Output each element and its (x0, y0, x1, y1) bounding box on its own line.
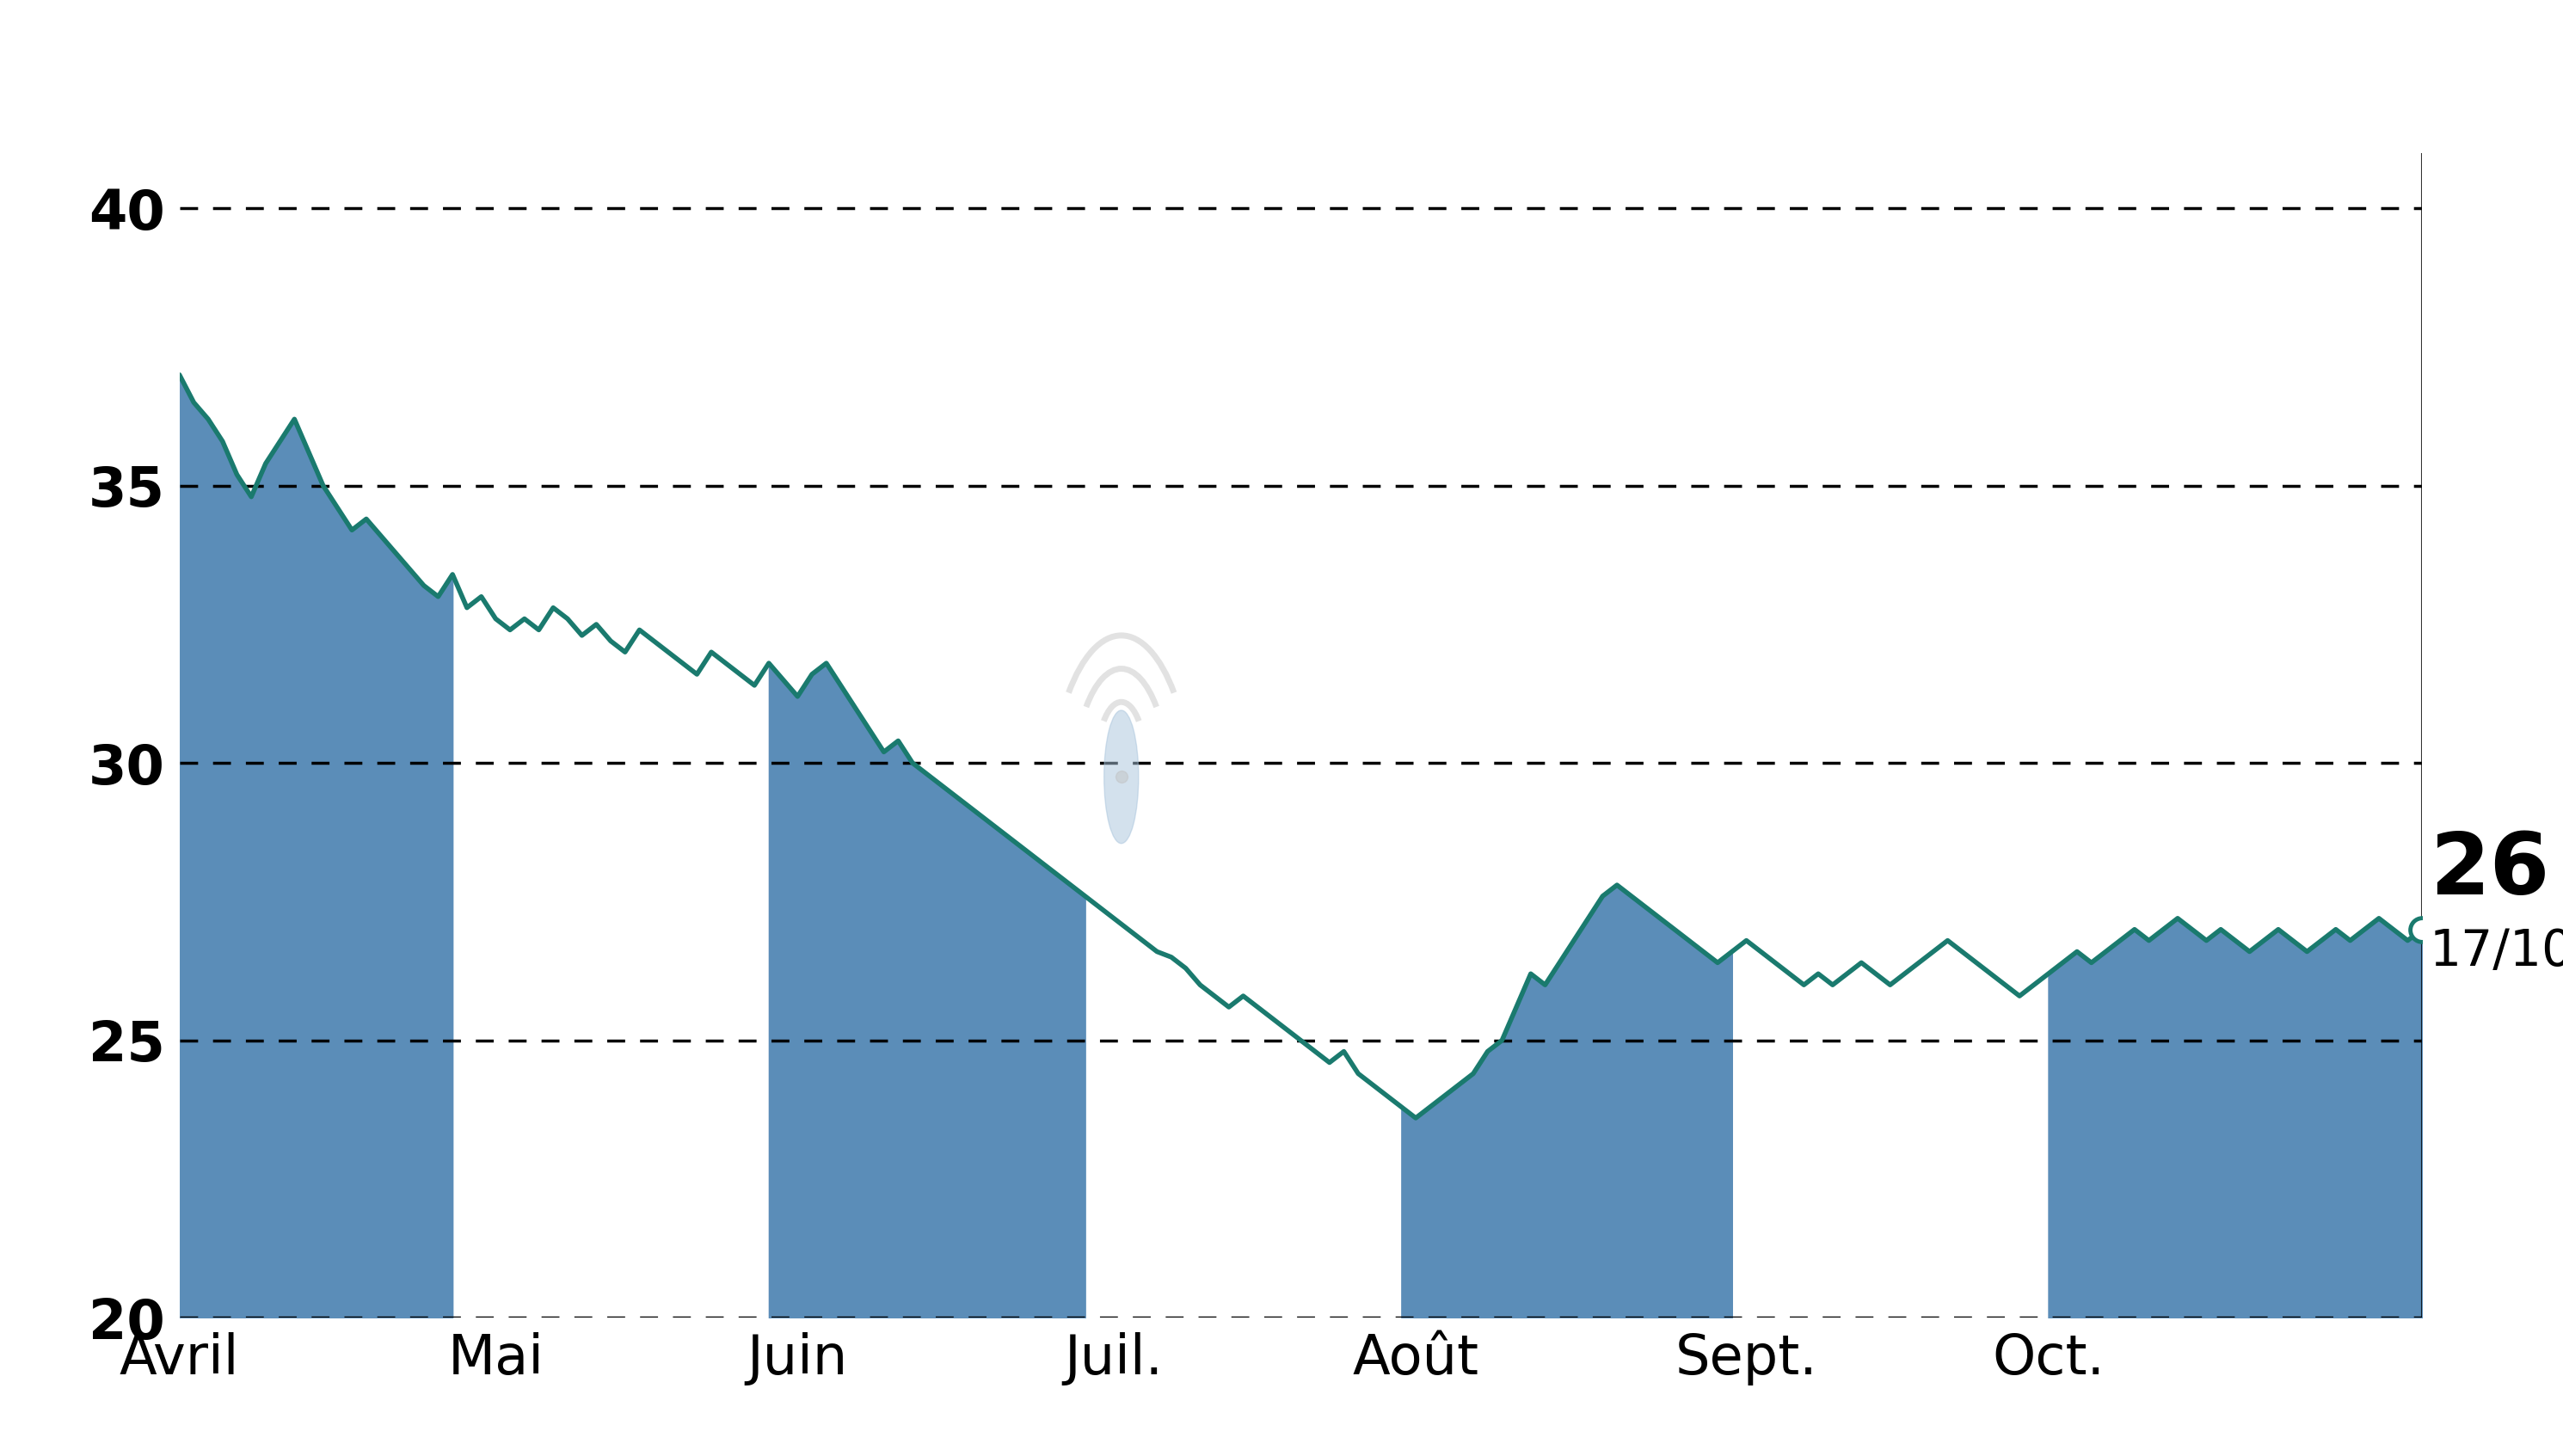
Text: Data Modul AG Produktion Und Vertrieb Von Elektronischen S: Data Modul AG Produktion Und Vertrieb Vo… (13, 36, 2563, 116)
Text: 17/10: 17/10 (2430, 926, 2563, 976)
Text: 26: 26 (2430, 830, 2550, 913)
Circle shape (1105, 711, 1138, 843)
